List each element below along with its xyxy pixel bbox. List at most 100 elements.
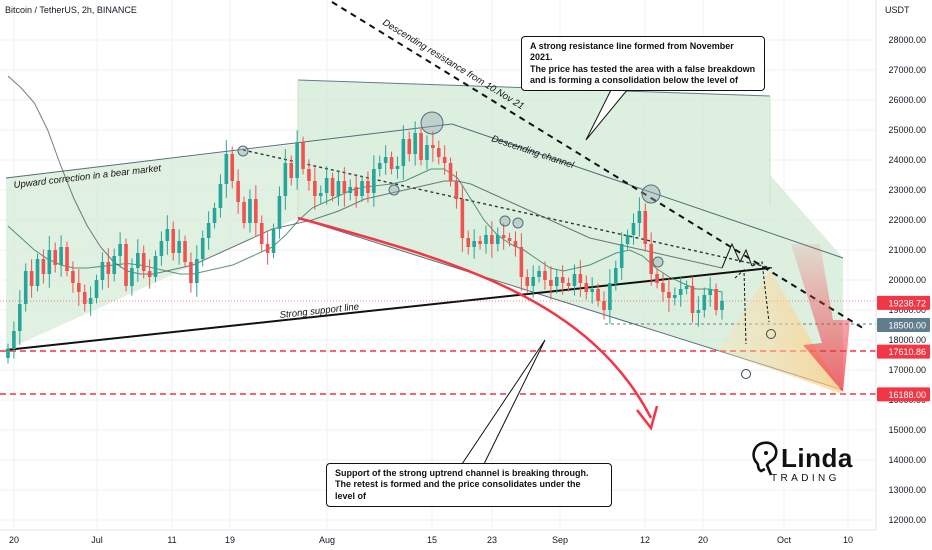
price-tick-label: 26000.00 (888, 95, 926, 105)
candle (336, 171, 341, 206)
time-axis[interactable]: 20 Jul 11 19 Aug 15 23 Sep 12 20 Oct 10 (9, 535, 853, 545)
projection-curve-arrowhead (636, 405, 659, 431)
price-tick-label: 22000.00 (888, 215, 926, 225)
candle (431, 131, 435, 162)
candle (602, 291, 606, 320)
candle (460, 185, 465, 252)
price-badge (877, 344, 930, 359)
price-badge-label: 18500.00 (888, 321, 926, 331)
time-tick-label: 15 (427, 535, 437, 545)
candle (348, 179, 353, 201)
candle (366, 171, 370, 203)
candle (324, 166, 329, 205)
candle (684, 280, 689, 295)
candle (124, 238, 128, 292)
candle (667, 278, 671, 312)
candle (318, 185, 323, 204)
candle (242, 196, 246, 229)
candle (566, 277, 571, 292)
callout-note-top-line: and is forming a consolidation below the… (530, 74, 739, 85)
candle (200, 230, 205, 267)
callout-note-top-line: The price has tested the area with a fal… (530, 63, 756, 74)
candle (342, 167, 347, 207)
candle (265, 232, 270, 265)
candle (549, 266, 553, 300)
time-tick-label: 23 (487, 535, 497, 545)
candle (65, 241, 69, 277)
target-marker-2 (741, 369, 751, 379)
touch-marker (499, 215, 511, 227)
candle (702, 287, 707, 318)
candle (301, 136, 305, 175)
callout-note-bottom-line: The retest is formed and the price conso… (335, 479, 581, 501)
candle (35, 253, 40, 292)
candle (436, 140, 441, 165)
target-marker-1 (766, 329, 776, 339)
candle (248, 189, 252, 233)
candle (377, 155, 382, 177)
time-tick-label: 20 (9, 535, 19, 545)
candle (295, 130, 299, 190)
callout-note-bottom-line: Support of the strong uptrend channel is… (335, 468, 589, 478)
dotted-resistance-line (242, 149, 773, 269)
candle (354, 175, 358, 208)
candle (519, 233, 524, 291)
candle (608, 269, 612, 324)
candle (454, 171, 459, 209)
candle (29, 259, 34, 298)
candle (407, 131, 412, 162)
candle (112, 248, 117, 282)
candle (289, 155, 294, 186)
candle (106, 248, 111, 288)
candle (206, 211, 211, 250)
candle (554, 269, 559, 294)
candle (531, 265, 535, 298)
logo-face-icon (752, 441, 778, 476)
projection-curve (297, 216, 653, 419)
time-tick-label: 12 (640, 535, 650, 545)
price-badge (877, 295, 930, 310)
candle (590, 277, 594, 304)
price-tick-label: 14000.00 (888, 455, 926, 465)
time-tick-label: 19 (225, 535, 235, 545)
candle (212, 202, 217, 229)
candle (18, 290, 22, 345)
touch-marker (641, 184, 661, 204)
candle (183, 235, 187, 268)
candle (177, 229, 181, 265)
candle (372, 155, 376, 207)
price-tick-label: 24000.00 (888, 155, 926, 165)
price-tick-label: 21000.00 (888, 245, 926, 255)
candle (649, 232, 653, 286)
candle (560, 265, 565, 295)
time-tick-label: Sep (552, 535, 568, 545)
candle (413, 121, 417, 166)
time-tick-label: 10 (843, 535, 853, 545)
time-tick-label: Aug (319, 535, 335, 545)
price-tick-label: 23000.00 (888, 185, 926, 195)
time-tick-label: Oct (777, 535, 792, 545)
candle (478, 235, 482, 250)
candle (472, 229, 476, 259)
candle (578, 260, 583, 297)
candle (425, 135, 429, 170)
logo-subtitle: TRADING (771, 473, 840, 484)
candle (383, 145, 388, 175)
touch-marker (237, 145, 249, 157)
candle (153, 250, 158, 283)
time-tick-label: Jul (91, 535, 103, 545)
candle (330, 172, 335, 202)
candle (625, 229, 630, 250)
candle (23, 263, 28, 312)
candle (448, 157, 453, 187)
candle (313, 167, 317, 210)
descending-channel-upper-line (451, 123, 844, 259)
candle (224, 140, 229, 198)
candle (189, 252, 193, 293)
touch-marker (420, 111, 444, 135)
price-tick-label: 17000.00 (888, 365, 926, 375)
candle (490, 221, 494, 258)
candle (259, 215, 264, 252)
price-tick-label: 25000.00 (888, 125, 926, 135)
